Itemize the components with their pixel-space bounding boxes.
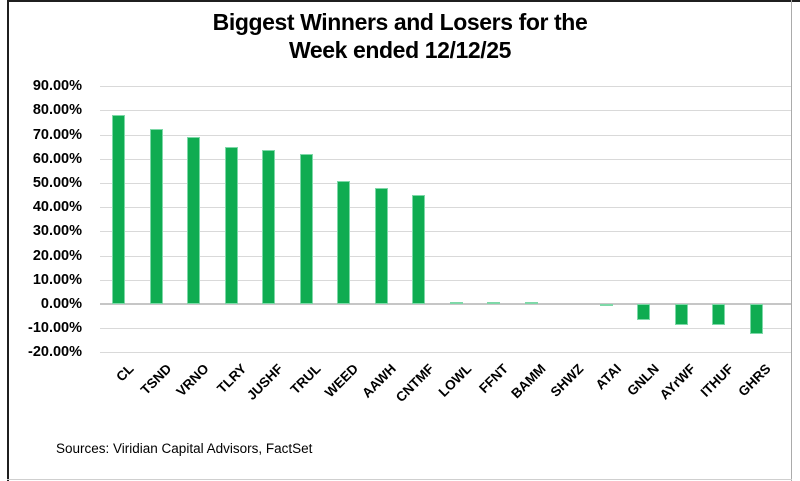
x-label-text: ATAI xyxy=(592,361,624,393)
x-label-text: CNTMF xyxy=(392,361,437,406)
x-label-text: GHRS xyxy=(735,361,774,400)
bar-AAWH xyxy=(374,187,388,304)
y-axis-tick-label: 10.00% xyxy=(32,271,82,288)
x-label-text: WEED xyxy=(322,361,362,401)
frame-top-border xyxy=(7,0,800,2)
frame-bottom-border xyxy=(7,479,792,480)
y-axis-tick-label: 80.00% xyxy=(32,102,82,119)
chart-title-line2: Week ended 12/12/25 xyxy=(288,37,512,63)
bar-GNLN xyxy=(637,304,651,320)
gridline-30 xyxy=(100,231,791,233)
x-label-text: CL xyxy=(113,361,137,385)
bar-CL xyxy=(112,115,126,304)
bar-FFNT xyxy=(487,302,501,305)
x-label-text: AYrWF xyxy=(657,361,699,403)
y-axis-tick-label: 30.00% xyxy=(32,223,82,240)
frame-left-border xyxy=(7,0,9,481)
y-axis-tick-label: -20.00% xyxy=(27,344,82,361)
gridline--10 xyxy=(100,328,791,330)
bar-VRNO xyxy=(187,137,201,304)
x-label-text: BAMM xyxy=(508,361,549,402)
bar-TSND xyxy=(149,128,163,304)
x-label-text: FFNT xyxy=(476,361,512,397)
source-note: Sources: Viridian Capital Advisors, Fact… xyxy=(56,441,313,456)
gridline-90 xyxy=(100,86,791,88)
bar-LOWL xyxy=(449,302,463,305)
bar-BAMM xyxy=(524,301,538,304)
bar-TLRY xyxy=(224,146,238,304)
gridline-10 xyxy=(100,279,791,281)
bar-ATAI xyxy=(599,304,613,307)
y-axis-tick-label: 70.00% xyxy=(32,126,82,143)
y-axis-tick-label: 90.00% xyxy=(32,78,82,95)
gridline-50 xyxy=(100,183,791,184)
x-label-text: TSND xyxy=(137,361,174,398)
chart-title-line1: Biggest Winners and Losers for the xyxy=(212,9,588,35)
x-label-text: ITHUF xyxy=(697,361,737,400)
x-label-text: TRUL xyxy=(287,361,324,398)
gridline--20 xyxy=(100,352,791,354)
x-label-text: GNLN xyxy=(623,361,662,399)
gridline-70 xyxy=(100,134,791,136)
gridline-60 xyxy=(100,158,791,160)
bar-JUSHF xyxy=(262,150,276,304)
y-axis-tick-label: 40.00% xyxy=(32,199,82,216)
x-label-text: VRNO xyxy=(173,361,212,400)
y-axis-tick-label: 50.00% xyxy=(32,175,82,191)
y-axis-tick-label: -10.00% xyxy=(27,320,82,337)
gridline-20 xyxy=(100,255,791,257)
bar-GHRS xyxy=(749,304,763,334)
gridline-40 xyxy=(100,207,791,209)
bar-AYrWF xyxy=(674,304,688,326)
bar-CNTMF xyxy=(412,195,426,304)
bar-ITHUF xyxy=(712,304,726,325)
y-axis-tick-label: 20.00% xyxy=(32,247,82,264)
gridline-0 xyxy=(100,303,791,305)
chart-title: Biggest Winners and Losers for the Week … xyxy=(0,8,800,64)
frame-right-border xyxy=(791,0,792,481)
gridline-80 xyxy=(100,110,791,112)
x-label-text: SHWZ xyxy=(547,361,587,400)
x-label-text: JUSHF xyxy=(244,361,287,403)
bar-WEED xyxy=(337,180,351,304)
y-axis-tick-label: 0.00% xyxy=(40,296,82,312)
y-axis-tick-label: 60.00% xyxy=(32,150,82,167)
x-label-text: LOWL xyxy=(435,361,474,400)
bar-TRUL xyxy=(299,153,313,304)
